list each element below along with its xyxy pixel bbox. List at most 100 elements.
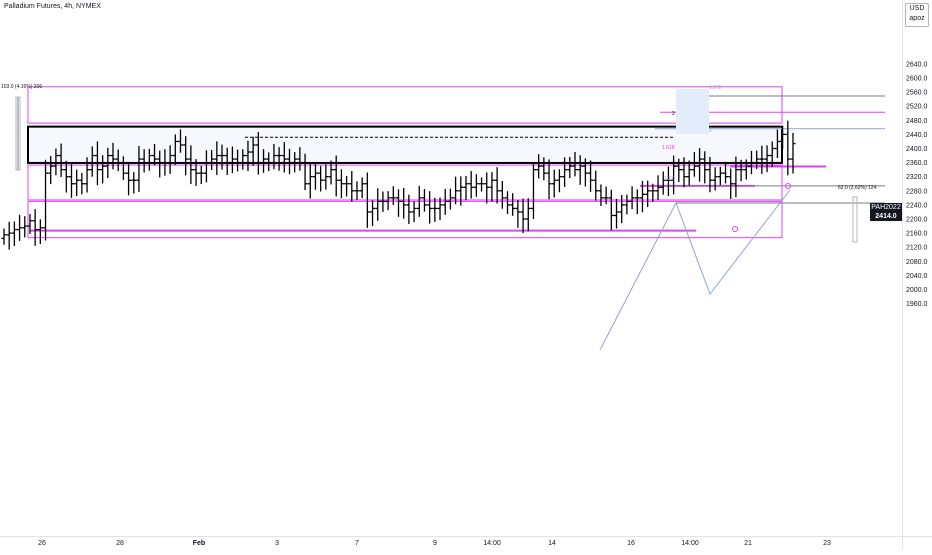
ohlc-bar [567,156,573,179]
ohlc-bar [748,150,754,175]
fib-projection-path [599,189,791,351]
ohlc-bar [437,197,443,221]
currency-label: USD [909,5,925,12]
ohlc-bar [219,144,225,170]
ohlc-bar [318,165,324,192]
ohlc-bar [84,157,90,193]
price-tick-label: 2240.0 [906,202,928,209]
ohlc-bar [74,169,80,197]
price-tick-label: 2120.0 [906,245,928,252]
zone-box-3 [27,164,783,201]
fib-label-1-272: 1.272 [709,85,722,91]
ohlc-bar [126,161,132,196]
ohlc-bar [525,198,531,232]
mid-circle-marker [732,226,738,232]
ohlc-bar [697,148,703,182]
ohlc-bar [27,214,33,234]
price-tick-label: 2440.0 [906,132,928,139]
ohlc-bar [723,161,729,184]
top-circle-marker [785,183,791,189]
price-tick-label: 2000.0 [906,287,928,294]
ohlc-bar [442,189,448,215]
price-tick-label: 2200.0 [906,217,928,224]
time-axis[interactable]: 26 28 Feb 3 7 9 14:00 14 16 14:00 21 23 [38,540,831,547]
ohlc-bar [152,143,158,166]
ohlc-bar [344,175,350,197]
ohlc-bar [598,184,604,206]
ohlc-bar [759,145,765,174]
ohlc-bar [468,171,474,199]
ohlc-bar [645,180,651,208]
ohlc-bar [691,152,697,177]
ohlc-bar [157,150,163,178]
ohlc-bar [224,147,230,175]
ohlc-bar [484,172,490,204]
ohlc-bar [421,189,427,212]
ohlc-bar [458,176,464,206]
ohlc-bar [266,152,272,172]
ohlc-bar [717,166,723,186]
ohlc-bar [411,201,417,223]
ohlc-bar [302,153,308,191]
last-price-value: 2414.0 [875,213,897,220]
ohlc-bar [577,155,583,185]
ohlc-bar [110,142,116,170]
ohlc-bar [738,159,744,182]
ohlc-bar [629,186,635,210]
ohlc-bar [359,177,365,199]
ohlc-bar [370,200,376,227]
ohlc-bar [286,148,292,175]
fib-label-1-618: 1.618 [662,145,675,151]
price-tick-label: 2320.0 [906,174,928,181]
last-price-tag: PAH2022 2414.0 28:18 [870,203,902,229]
ohlc-bars [1,120,796,250]
ohlc-bar [769,141,775,167]
ohlc-bar [333,155,339,197]
ohlc-bar [396,189,401,217]
currency-selector[interactable]: USD apoz [905,3,929,27]
price-axis[interactable]: 1960.0 2000.0 2040.0 2080.0 2120.0 2160.0 2200… [906,61,928,308]
time-tick-label: 7 [355,540,359,547]
ohlc-bar [463,175,469,201]
ohlc-bar [774,129,780,159]
ohlc-bar [100,155,106,184]
ohlc-bar [728,168,734,199]
ohlc-bar [58,143,64,178]
ohlc-bar [177,129,183,153]
time-tick-label: 16 [627,540,635,547]
ohlc-bar [53,148,59,176]
time-tick-label: 21 [744,540,752,547]
ohlc-bar [79,172,85,195]
ohlc-bar [32,209,38,246]
ohlc-bar [6,221,12,250]
time-tick-label: 28 [116,540,124,547]
ohlc-bar [172,134,178,166]
ohlc-bar [406,194,412,224]
price-tick-label: 2520.0 [906,104,928,111]
left-range-label: 103.0 (4.16%) 206 [1,84,42,90]
ohlc-bar [338,169,344,199]
ohlc-bar [297,147,303,171]
time-tick-label: 14 [548,540,556,547]
ohlc-bar [588,160,594,192]
ohlc-bar [743,159,749,180]
ohlc-bar [530,162,536,219]
ohlc-bar [520,198,526,234]
time-axis-divider [0,536,932,537]
price-tick-label: 2160.0 [906,231,928,238]
price-tick-label: 2400.0 [906,146,928,153]
right-range-box [852,196,858,243]
ohlc-bar [255,131,261,175]
ohlc-bar [380,191,386,212]
ohlc-bar [245,140,251,172]
ohlc-bar [37,219,43,245]
ohlc-bar [167,145,173,174]
fib-extension-box [676,89,709,134]
ohlc-bar [639,180,645,213]
ohlc-bar [510,193,516,216]
ohlc-bar [193,159,199,186]
ohlc-bar [551,169,557,198]
price-tick-label: 2080.0 [906,259,928,266]
